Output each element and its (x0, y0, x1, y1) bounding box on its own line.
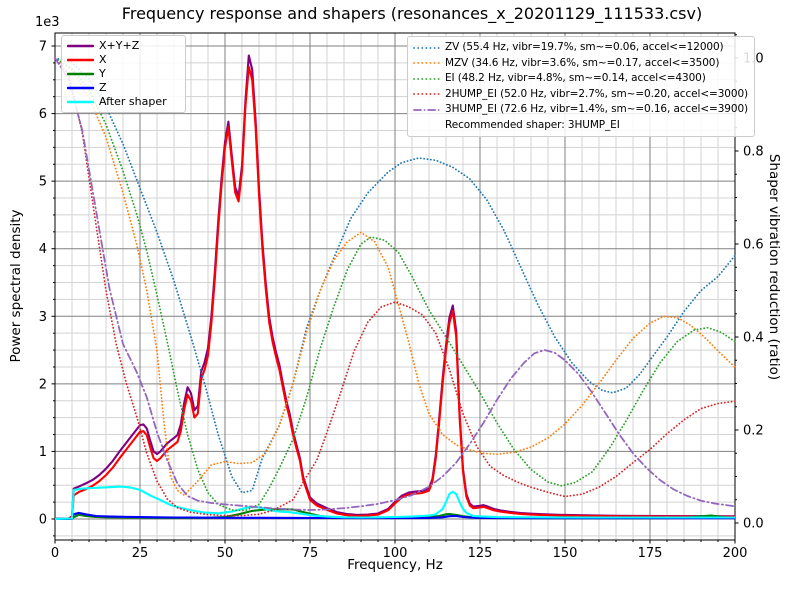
svg-text:1: 1 (39, 445, 47, 460)
svg-text:0.6: 0.6 (743, 238, 764, 253)
psd-legend: X+Y+Z X Y Z After shaper (61, 35, 186, 113)
line-swatch-icon (67, 58, 94, 62)
svg-text:0.8: 0.8 (743, 145, 764, 160)
legend-entry-y: Y (67, 67, 179, 81)
svg-text:4: 4 (39, 242, 47, 257)
svg-text:0.2: 0.2 (743, 424, 764, 439)
legend-swatch-spacer (413, 120, 440, 130)
legend-entry-xyz: X+Y+Z (67, 39, 179, 53)
legend-label: After shaper (99, 95, 167, 108)
line-swatch-icon (67, 86, 94, 90)
legend-entry-x: X (67, 53, 179, 67)
svg-text:0: 0 (39, 513, 47, 528)
x-axis-label: Frequency, Hz (347, 557, 443, 573)
dotted-line-swatch-icon (413, 62, 440, 65)
svg-text:0.0: 0.0 (743, 517, 764, 532)
y-axis-offset-text: 1e3 (35, 15, 60, 30)
legend-label: MZV (34.6 Hz, vibr=3.6%, sm~=0.17, accel… (445, 56, 720, 69)
legend-entry-2hump-ei: 2HUMP_EI (52.0 Hz, vibr=2.7%, sm~=0.20, … (413, 87, 748, 103)
svg-text:0: 0 (51, 546, 59, 561)
legend-label: EI (48.2 Hz, vibr=4.8%, sm~=0.14, accel<… (445, 72, 706, 84)
left-y-axis-label: Power spectral density (8, 209, 24, 363)
svg-text:75: 75 (302, 546, 319, 561)
chart-title: Frequency response and shapers (resonanc… (121, 4, 703, 23)
svg-text:100: 100 (383, 546, 408, 561)
dotted-line-swatch-icon (413, 46, 440, 49)
svg-text:175: 175 (638, 546, 663, 561)
svg-text:7: 7 (39, 40, 47, 55)
shaper-legend: ZV (55.4 Hz, vibr=19.7%, sm~=0.06, accel… (407, 36, 756, 137)
legend-label: X (99, 53, 107, 66)
legend-label: 2HUMP_EI (52.0 Hz, vibr=2.7%, sm~=0.20, … (445, 87, 749, 100)
dotted-line-swatch-icon (413, 77, 440, 80)
line-swatch-icon (67, 44, 94, 48)
legend-label: 3HUMP_EI (72.6 Hz, vibr=1.4%, sm~=0.16, … (445, 103, 749, 115)
legend-entry-ei: EI (48.2 Hz, vibr=4.8%, sm~=0.14, accel<… (413, 71, 748, 87)
legend-label: Y (99, 67, 106, 80)
dashdot-line-swatch-icon (413, 108, 440, 111)
recommended-shaper-note: Recommended shaper: 3HUMP_EI (445, 118, 620, 131)
right-y-axis-label: Shaper vibration reduction (ratio) (766, 153, 782, 381)
svg-text:125: 125 (468, 546, 493, 561)
line-swatch-icon (67, 72, 94, 76)
legend-label: Z (99, 81, 107, 94)
svg-text:200: 200 (723, 546, 748, 561)
svg-text:2: 2 (39, 377, 47, 392)
svg-text:0.4: 0.4 (743, 331, 764, 346)
svg-text:50: 50 (217, 546, 234, 561)
legend-entry-z: Z (67, 81, 179, 95)
svg-text:150: 150 (553, 546, 578, 561)
legend-label: ZV (55.4 Hz, vibr=19.7%, sm~=0.06, accel… (445, 41, 724, 53)
legend-entry-recommendation: Recommended shaper: 3HUMP_EI (413, 118, 748, 134)
line-swatch-icon (67, 100, 94, 104)
legend-entry-after-shaper: After shaper (67, 95, 179, 109)
legend-label: X+Y+Z (99, 39, 140, 52)
legend-entry-mzv: MZV (34.6 Hz, vibr=3.6%, sm~=0.17, accel… (413, 56, 748, 72)
svg-text:3: 3 (39, 310, 47, 325)
dotted-line-swatch-icon (413, 93, 440, 96)
svg-text:5: 5 (39, 175, 47, 190)
svg-text:6: 6 (39, 107, 47, 122)
legend-entry-zv: ZV (55.4 Hz, vibr=19.7%, sm~=0.06, accel… (413, 40, 748, 56)
svg-text:25: 25 (132, 546, 149, 561)
legend-entry-3hump-ei: 3HUMP_EI (72.6 Hz, vibr=1.4%, sm~=0.16, … (413, 102, 748, 118)
